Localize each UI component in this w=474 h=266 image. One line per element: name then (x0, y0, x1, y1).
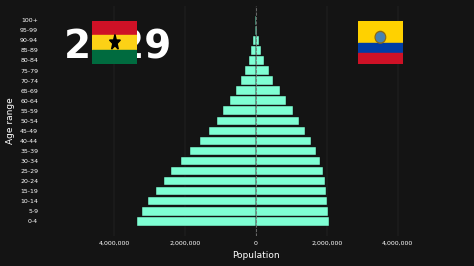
Bar (256, 56, 264, 65)
Bar (148, 197, 256, 205)
Bar (256, 177, 325, 185)
Bar (236, 86, 256, 95)
Bar (241, 76, 256, 85)
Bar (256, 127, 305, 135)
Bar (249, 56, 256, 65)
Bar (256, 36, 259, 45)
Bar (255, 26, 256, 35)
Bar (256, 137, 311, 145)
Bar (142, 207, 256, 215)
Bar (358, 53, 403, 64)
Text: 2029: 2029 (64, 28, 173, 66)
Bar (92, 21, 137, 35)
Bar (358, 21, 403, 43)
Bar (256, 217, 329, 226)
Bar (137, 217, 256, 226)
Bar (256, 117, 299, 125)
Bar (201, 137, 256, 145)
Bar (190, 147, 256, 155)
Bar (92, 50, 137, 64)
Bar (256, 66, 269, 75)
Bar (164, 177, 256, 185)
Bar (358, 43, 403, 53)
Bar (182, 157, 256, 165)
Bar (217, 117, 256, 125)
Bar (256, 197, 328, 205)
Bar (156, 187, 256, 196)
Ellipse shape (376, 33, 384, 42)
Bar (256, 147, 316, 155)
Bar (256, 207, 328, 215)
Bar (223, 106, 256, 115)
Bar (256, 96, 286, 105)
Bar (256, 106, 292, 115)
Bar (209, 127, 256, 135)
Bar (256, 187, 326, 196)
Bar (256, 167, 323, 175)
Bar (256, 76, 273, 85)
Polygon shape (109, 35, 120, 49)
Y-axis label: Age range: Age range (6, 97, 15, 144)
X-axis label: Population: Population (232, 251, 280, 260)
Bar (92, 35, 137, 50)
Bar (253, 36, 256, 45)
Bar (251, 46, 256, 55)
Bar (230, 96, 256, 105)
Bar (246, 66, 256, 75)
Bar (256, 26, 257, 35)
Ellipse shape (375, 31, 386, 43)
Bar (256, 46, 261, 55)
Bar (256, 157, 320, 165)
Bar (256, 86, 280, 95)
Bar (172, 167, 256, 175)
